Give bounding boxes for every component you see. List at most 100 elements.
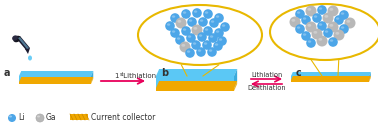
Ellipse shape bbox=[341, 12, 344, 15]
Ellipse shape bbox=[344, 18, 355, 29]
Text: Delithiation: Delithiation bbox=[247, 85, 286, 91]
Polygon shape bbox=[156, 88, 234, 91]
Polygon shape bbox=[291, 76, 371, 80]
Ellipse shape bbox=[323, 28, 333, 38]
Ellipse shape bbox=[306, 38, 316, 48]
Ellipse shape bbox=[297, 26, 300, 29]
Text: Ga: Ga bbox=[46, 114, 57, 122]
Ellipse shape bbox=[216, 15, 219, 18]
Ellipse shape bbox=[322, 13, 333, 23]
Ellipse shape bbox=[192, 8, 202, 18]
Ellipse shape bbox=[339, 24, 349, 34]
Ellipse shape bbox=[303, 33, 306, 36]
Polygon shape bbox=[91, 71, 93, 82]
Ellipse shape bbox=[9, 116, 12, 117]
Ellipse shape bbox=[214, 28, 224, 38]
Ellipse shape bbox=[217, 36, 227, 46]
Ellipse shape bbox=[214, 13, 224, 23]
Ellipse shape bbox=[334, 15, 344, 25]
Polygon shape bbox=[369, 72, 371, 80]
Ellipse shape bbox=[209, 18, 219, 28]
Ellipse shape bbox=[185, 48, 195, 58]
Ellipse shape bbox=[301, 15, 311, 25]
Ellipse shape bbox=[329, 24, 333, 27]
Ellipse shape bbox=[314, 15, 317, 18]
Ellipse shape bbox=[167, 23, 170, 26]
Polygon shape bbox=[156, 69, 237, 76]
Ellipse shape bbox=[191, 40, 201, 50]
Ellipse shape bbox=[291, 19, 295, 22]
Ellipse shape bbox=[194, 27, 197, 30]
Ellipse shape bbox=[172, 15, 175, 18]
Polygon shape bbox=[291, 72, 371, 76]
Ellipse shape bbox=[335, 32, 339, 35]
Ellipse shape bbox=[37, 116, 40, 117]
Ellipse shape bbox=[303, 17, 306, 20]
Polygon shape bbox=[234, 69, 237, 88]
Ellipse shape bbox=[204, 42, 207, 45]
Polygon shape bbox=[91, 77, 93, 84]
Ellipse shape bbox=[189, 19, 192, 22]
Ellipse shape bbox=[270, 4, 378, 60]
Ellipse shape bbox=[207, 47, 217, 57]
Ellipse shape bbox=[205, 28, 208, 31]
Ellipse shape bbox=[187, 17, 197, 27]
Ellipse shape bbox=[209, 49, 212, 52]
Ellipse shape bbox=[198, 49, 201, 52]
Ellipse shape bbox=[327, 6, 339, 16]
Ellipse shape bbox=[181, 26, 191, 36]
Text: Li: Li bbox=[18, 114, 25, 122]
Ellipse shape bbox=[36, 114, 44, 122]
Polygon shape bbox=[156, 76, 234, 88]
Ellipse shape bbox=[183, 11, 186, 14]
Text: c: c bbox=[296, 68, 302, 78]
Ellipse shape bbox=[138, 5, 262, 65]
Ellipse shape bbox=[187, 50, 190, 53]
Polygon shape bbox=[19, 71, 93, 76]
Polygon shape bbox=[291, 76, 369, 80]
Ellipse shape bbox=[318, 38, 322, 41]
Ellipse shape bbox=[211, 20, 214, 23]
Ellipse shape bbox=[333, 29, 344, 41]
Ellipse shape bbox=[336, 17, 339, 20]
Text: st: st bbox=[120, 72, 124, 77]
Ellipse shape bbox=[170, 28, 180, 38]
Polygon shape bbox=[156, 81, 237, 88]
Ellipse shape bbox=[8, 114, 16, 122]
Ellipse shape bbox=[341, 26, 344, 29]
Ellipse shape bbox=[316, 36, 327, 46]
Ellipse shape bbox=[311, 29, 322, 39]
Ellipse shape bbox=[328, 37, 338, 47]
Text: Lithiation: Lithiation bbox=[251, 72, 282, 78]
Ellipse shape bbox=[177, 37, 180, 40]
Ellipse shape bbox=[215, 43, 218, 46]
Ellipse shape bbox=[307, 24, 311, 27]
Ellipse shape bbox=[317, 5, 327, 15]
Text: a: a bbox=[4, 68, 11, 78]
Ellipse shape bbox=[197, 32, 207, 42]
Polygon shape bbox=[234, 81, 237, 91]
Ellipse shape bbox=[329, 8, 333, 11]
Ellipse shape bbox=[200, 19, 203, 22]
Text: Lithiation: Lithiation bbox=[121, 73, 156, 79]
Ellipse shape bbox=[177, 20, 181, 23]
Ellipse shape bbox=[181, 9, 191, 19]
Ellipse shape bbox=[183, 28, 186, 31]
Ellipse shape bbox=[216, 30, 219, 33]
Ellipse shape bbox=[219, 38, 222, 41]
Ellipse shape bbox=[220, 22, 230, 32]
Ellipse shape bbox=[313, 31, 317, 34]
Ellipse shape bbox=[170, 13, 180, 23]
Ellipse shape bbox=[319, 23, 322, 26]
Ellipse shape bbox=[346, 20, 350, 23]
Ellipse shape bbox=[295, 9, 305, 19]
Ellipse shape bbox=[327, 22, 339, 32]
Ellipse shape bbox=[308, 40, 311, 43]
Ellipse shape bbox=[297, 11, 300, 14]
Ellipse shape bbox=[203, 9, 213, 19]
Text: Current collector: Current collector bbox=[91, 114, 155, 122]
Polygon shape bbox=[25, 48, 30, 54]
Ellipse shape bbox=[295, 24, 305, 34]
Ellipse shape bbox=[180, 41, 191, 53]
Ellipse shape bbox=[210, 35, 213, 38]
